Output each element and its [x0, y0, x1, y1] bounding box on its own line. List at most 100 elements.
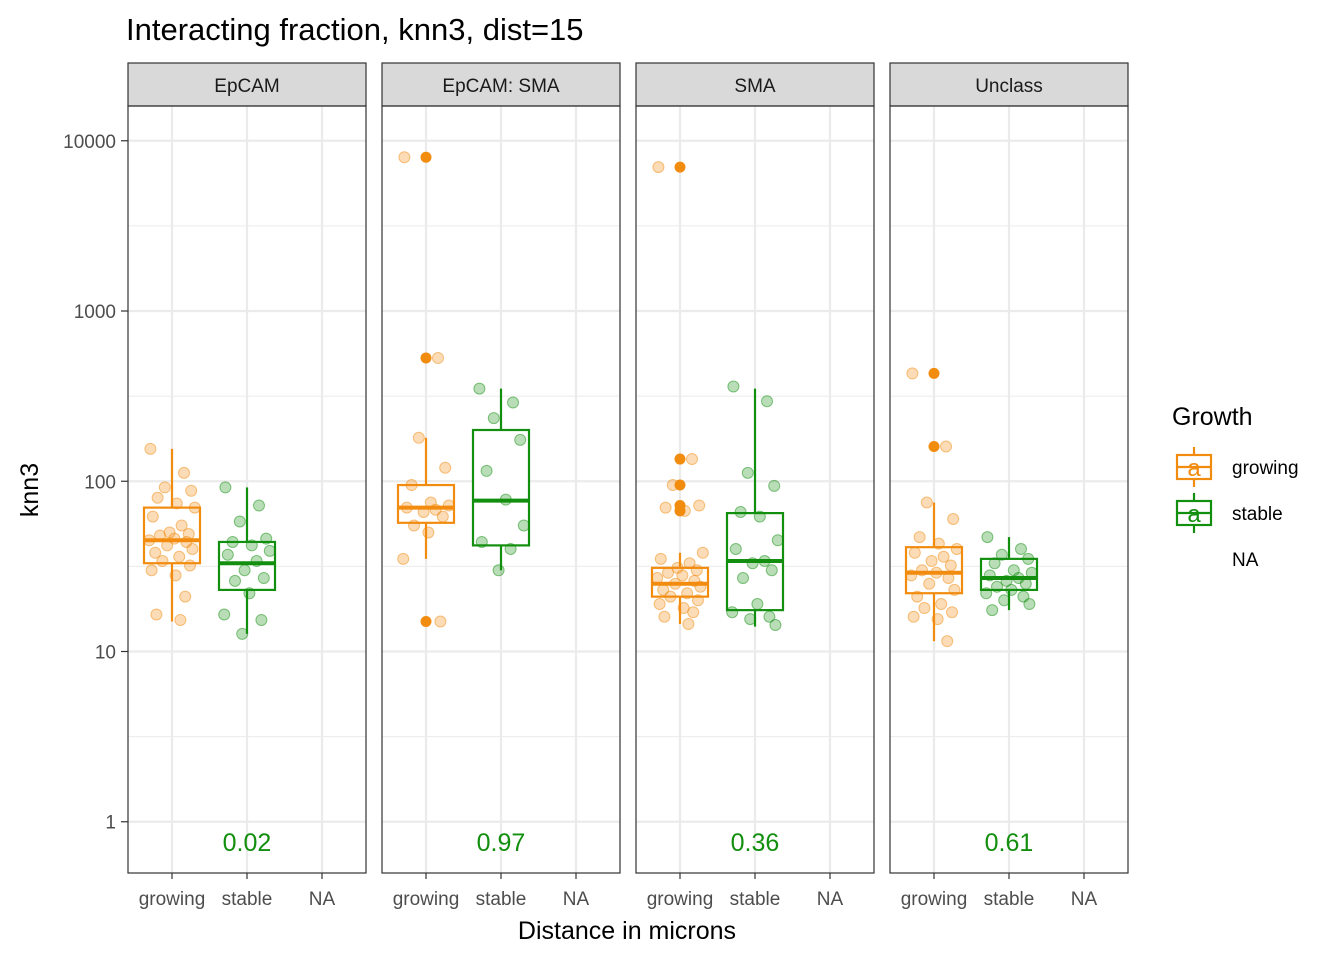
data-point: [188, 501, 201, 514]
data-point: [417, 505, 430, 518]
data-point: [741, 466, 754, 479]
data-point: [250, 555, 263, 568]
data-point: [1005, 583, 1018, 596]
data-point: [682, 618, 695, 631]
data-point: [473, 382, 486, 395]
legend-key-stable: a: [1175, 493, 1213, 533]
data-point: [436, 510, 449, 523]
data-point: [940, 440, 952, 453]
data-point: [751, 598, 764, 611]
data-point: [729, 542, 742, 555]
data-point: [1019, 577, 1032, 590]
data-point: [659, 501, 672, 514]
data-point: [1025, 566, 1038, 579]
data-point: [185, 484, 198, 497]
data-point: [151, 491, 164, 504]
data-point: [245, 539, 258, 552]
data-point: [158, 481, 171, 494]
x-tick-label: growing: [139, 889, 206, 910]
x-tick-label: NA: [563, 889, 590, 910]
legend-key-growing: a: [1175, 447, 1213, 487]
data-point: [746, 557, 759, 570]
data-point: [681, 587, 694, 600]
y-tick-label: 10: [95, 643, 116, 664]
data-point: [184, 559, 196, 572]
data-point: [907, 610, 920, 623]
data-point: [664, 590, 677, 603]
series-growing: [142, 442, 202, 627]
series-growing: [396, 151, 456, 628]
data-point: [173, 550, 186, 563]
data-point: [397, 552, 410, 565]
data-point: [925, 555, 938, 568]
data-point: [499, 493, 512, 506]
data-point: [253, 499, 265, 512]
data-point: [179, 590, 192, 603]
data-point: [507, 396, 519, 409]
strip-background: [381, 62, 621, 107]
data-point: [178, 466, 190, 479]
outlier-point: [674, 161, 686, 173]
data-point: [480, 464, 493, 477]
data-point: [144, 442, 157, 455]
strip-label: EpCAM: [214, 76, 279, 97]
data-point: [948, 583, 961, 596]
data-point: [692, 594, 704, 607]
x-tick-label: NA: [817, 889, 844, 910]
data-point: [517, 519, 530, 532]
data-point: [726, 606, 739, 619]
data-point: [408, 519, 420, 532]
legend-key-glyph: a: [1187, 455, 1201, 482]
data-point: [916, 564, 928, 577]
data-point: [771, 534, 784, 547]
data-point: [932, 537, 945, 550]
data-point: [763, 610, 776, 623]
data-point: [950, 542, 963, 555]
legend-title: Growth: [1172, 403, 1253, 431]
data-point: [175, 519, 188, 532]
data-point: [143, 534, 156, 547]
data-point: [913, 531, 926, 544]
box: [471, 428, 531, 547]
data-point: [146, 510, 159, 523]
data-point: [988, 557, 1001, 570]
data-point: [219, 481, 232, 494]
data-point: [145, 564, 158, 577]
strip-label: SMA: [734, 76, 776, 97]
data-point: [653, 598, 666, 611]
panel-epcam: EpCAM 0.02 growing stable NA: [127, 62, 367, 910]
data-point: [233, 515, 246, 528]
data-point: [908, 546, 921, 559]
data-point: [263, 544, 276, 557]
data-point: [980, 587, 993, 600]
data-point: [422, 526, 435, 539]
y-tick-label: 100: [84, 472, 116, 493]
y-tick-label: 10000: [63, 132, 116, 153]
data-point: [154, 529, 166, 542]
data-point: [676, 569, 689, 582]
data-point: [690, 564, 703, 577]
data-point: [946, 606, 958, 619]
x-tick-label: stable: [984, 889, 1035, 910]
panels-group: EpCAM 0.02 growing stable NA EpCAM: SMA 0.97 gr…: [127, 62, 1129, 910]
x-tick-label: growing: [901, 889, 968, 910]
data-point: [260, 532, 273, 545]
data-point: [769, 619, 782, 632]
p-value-label: 0.61: [985, 829, 1034, 857]
outlier-point: [420, 151, 432, 163]
data-point: [434, 615, 447, 628]
data-point: [243, 587, 256, 600]
data-point: [238, 564, 251, 577]
data-point: [1023, 598, 1036, 611]
data-point: [683, 557, 696, 570]
data-point: [930, 566, 943, 579]
data-point: [669, 577, 682, 590]
legend-key-glyph: a: [1187, 501, 1201, 528]
panel-epcam-sma: EpCAM: SMA 0.97 growing stable NA: [381, 62, 621, 910]
legend-label-growing: growing: [1232, 458, 1299, 479]
p-value-label: 0.97: [477, 829, 526, 857]
outlier-point: [674, 505, 686, 517]
y-axis-title: knn3: [16, 463, 44, 517]
data-point: [236, 627, 249, 640]
